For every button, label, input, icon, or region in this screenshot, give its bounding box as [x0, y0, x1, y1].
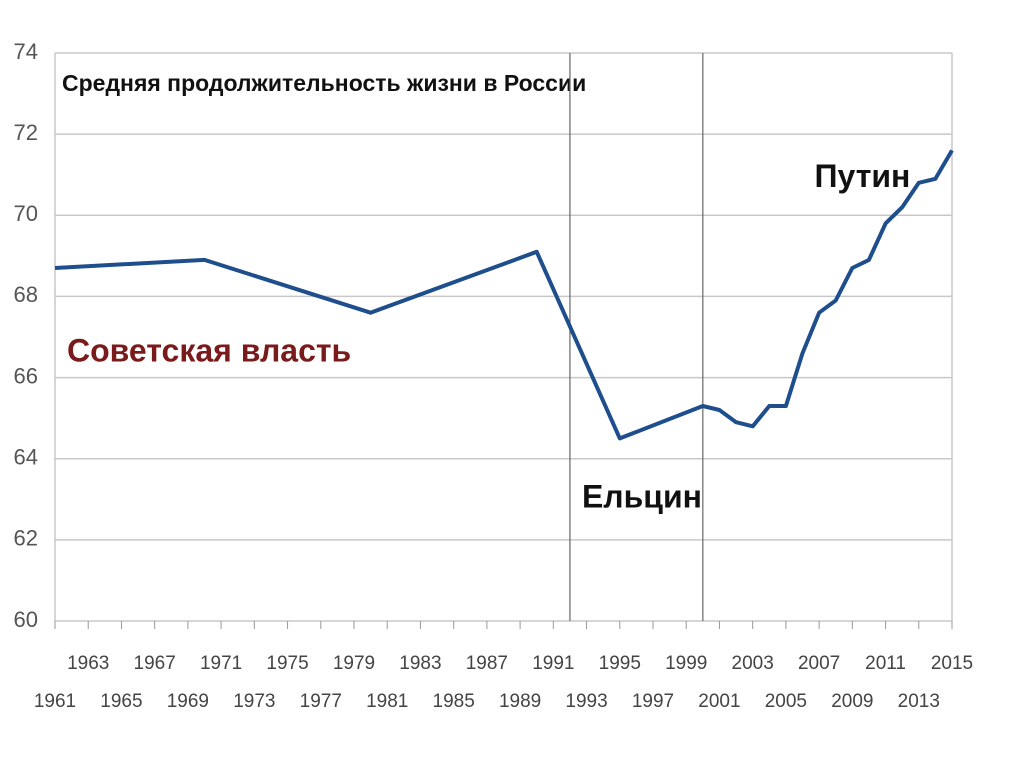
x-tick-label: 2003: [732, 653, 774, 674]
x-tick-label: 1963: [67, 653, 109, 674]
y-tick-label: 74: [14, 39, 38, 64]
x-tick-label: 1969: [167, 691, 209, 712]
y-tick-label: 72: [14, 120, 38, 145]
y-tick-label: 60: [14, 607, 38, 632]
x-tick-label: 1991: [532, 653, 574, 674]
x-tick-label: 2001: [698, 691, 740, 712]
x-tick-label: 1961: [34, 691, 76, 712]
x-tick-label: 1971: [200, 653, 242, 674]
x-tick-label: 1979: [333, 653, 375, 674]
x-tick-label: 1993: [565, 691, 607, 712]
x-tick-label: 1999: [665, 653, 707, 674]
data-line: [54, 149, 954, 441]
y-tick-label: 70: [14, 201, 38, 226]
x-tick-label: 1967: [134, 653, 176, 674]
x-tick-label: 1973: [233, 691, 275, 712]
x-tick-label: 2011: [865, 653, 906, 674]
x-tick-label: 1987: [466, 653, 508, 674]
x-tick-label: 1981: [366, 691, 408, 712]
x-tick-label: 2015: [931, 653, 973, 674]
y-tick-label: 66: [14, 363, 38, 388]
y-tick-label: 62: [14, 526, 38, 551]
x-tick-label: 2007: [798, 653, 840, 674]
annotation: Ельцин: [582, 479, 702, 515]
x-tick-label: 1975: [266, 653, 308, 674]
x-tick-label: 2009: [831, 691, 873, 712]
x-tick-label: 1985: [433, 691, 475, 712]
x-tick-label: 2005: [765, 691, 807, 712]
x-tick-label: 1997: [632, 691, 674, 712]
annotation: Путин: [815, 158, 911, 194]
y-tick-label: 68: [14, 282, 38, 307]
y-tick-label: 64: [14, 445, 38, 470]
x-tick-label: 1989: [499, 691, 541, 712]
x-tick-label: 1965: [100, 691, 142, 712]
x-tick-label: 1995: [599, 653, 641, 674]
chart-title: Средняя продолжительность жизни в России: [62, 70, 586, 96]
x-tick-label: 2013: [898, 691, 940, 712]
annotation: Советская власть: [67, 333, 351, 369]
x-tick-label: 1977: [300, 691, 342, 712]
x-tick-label: 1983: [399, 653, 441, 674]
